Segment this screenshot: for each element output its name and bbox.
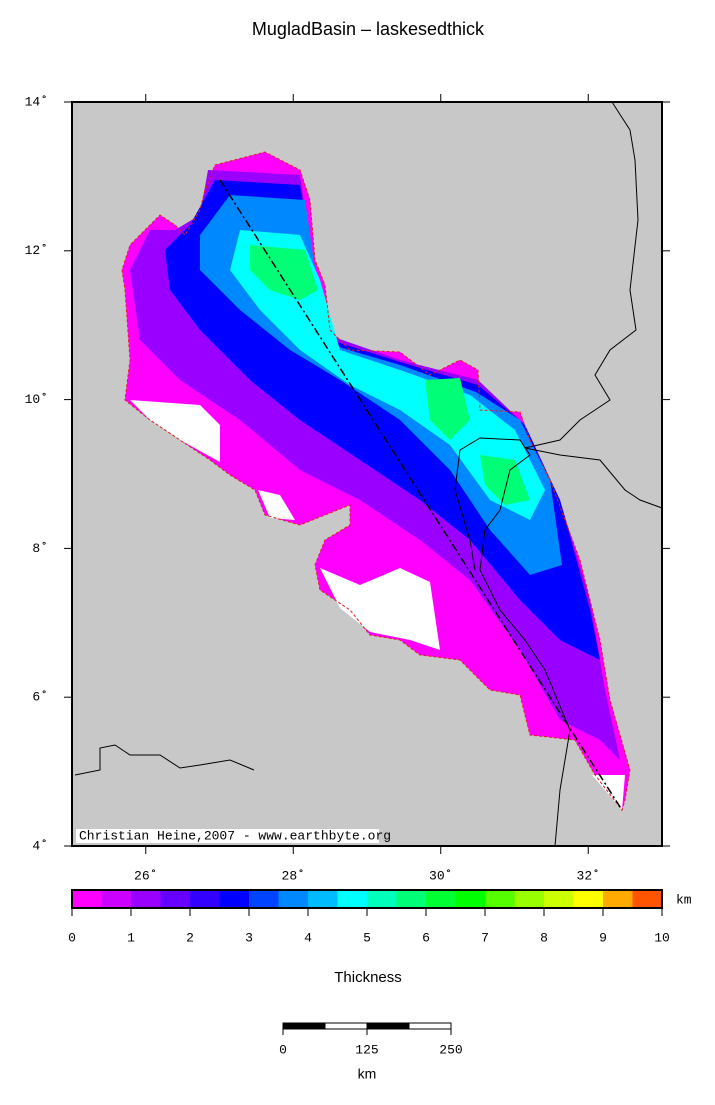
colorbar-tick-label: 3 xyxy=(245,930,253,945)
lon-label: 30˚ xyxy=(429,868,452,883)
lon-label: 28˚ xyxy=(282,868,305,883)
lon-label: 26˚ xyxy=(134,868,157,883)
lon-label: 32˚ xyxy=(577,868,600,883)
colorbar-swatch xyxy=(455,890,486,908)
colorbar-swatch xyxy=(337,890,368,908)
scalebar-segment xyxy=(282,1022,326,1030)
colorbar-tick-label: 6 xyxy=(422,930,430,945)
colorbar-swatch xyxy=(544,890,574,908)
colorbar-swatch xyxy=(514,890,545,908)
basin xyxy=(121,151,631,812)
scalebar-label: 0 xyxy=(279,1042,287,1057)
colorbar-swatch xyxy=(485,890,515,908)
colorbar-tick-label: 8 xyxy=(540,930,548,945)
credit: Christian Heine,2007 - www.earthbyte.org xyxy=(79,828,391,843)
colorbar-tick-label: 2 xyxy=(186,930,194,945)
colorbar-tick-label: 1 xyxy=(127,930,135,945)
colorbar-swatch xyxy=(367,890,397,908)
borders xyxy=(74,101,663,847)
colorbar-swatch xyxy=(396,890,427,908)
title: MugladBasin – laskesedthick xyxy=(252,19,485,39)
colorbar-swatch xyxy=(101,890,132,908)
credit-box xyxy=(76,829,379,843)
map-frame xyxy=(71,101,663,847)
colorbar-swatch xyxy=(632,890,663,908)
colorbar-swatch xyxy=(190,890,220,908)
colorbar-tick-label: 0 xyxy=(68,930,76,945)
scalebar-segment xyxy=(324,1022,368,1030)
colorbar-tick-label: 10 xyxy=(654,930,670,945)
scalebar-label: 250 xyxy=(439,1042,462,1057)
colorbar-tick-label: 4 xyxy=(304,930,312,945)
colorbar-swatch xyxy=(573,890,604,908)
colorbar-swatch xyxy=(131,890,161,908)
lat-label: 8˚ xyxy=(32,541,48,556)
colorbar-swatch xyxy=(308,890,338,908)
colorbar-swatch xyxy=(249,890,279,908)
colorbar-swatch xyxy=(219,890,250,908)
colorbar-swatch xyxy=(603,890,633,908)
colorbar-tick-label: 5 xyxy=(363,930,371,945)
colorbar-swatch xyxy=(160,890,191,908)
lat-label: 10˚ xyxy=(25,392,48,407)
scalebar-unit: km xyxy=(358,1066,377,1082)
lat-label: 14˚ xyxy=(25,94,48,109)
colorbar-swatch xyxy=(278,890,309,908)
colorbar-unit: km xyxy=(676,892,692,907)
colorbar-swatch xyxy=(426,890,456,908)
scalebar-segment xyxy=(366,1022,410,1030)
scalebar-segment xyxy=(408,1022,452,1030)
colorbar-swatch xyxy=(72,890,102,908)
lat-label: 12˚ xyxy=(25,243,48,258)
lat-label: 6˚ xyxy=(32,690,48,705)
colorbar-tick-label: 9 xyxy=(599,930,607,945)
colorbar-tick-label: 7 xyxy=(481,930,489,945)
scalebar-label: 125 xyxy=(355,1042,378,1057)
colorbar-label: Thickness xyxy=(334,969,402,986)
lat-label: 4˚ xyxy=(32,838,48,853)
